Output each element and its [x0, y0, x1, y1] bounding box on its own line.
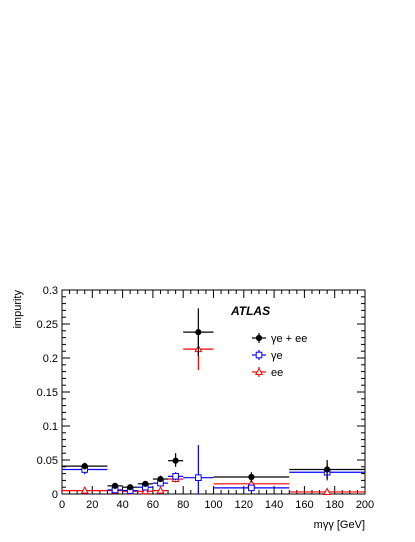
atlas-label: ATLAS	[230, 304, 270, 318]
y-tick-label: 0.3	[43, 285, 58, 297]
y-axis-title: impurity	[12, 290, 24, 329]
series-0	[62, 308, 365, 491]
data-point	[157, 475, 164, 483]
legend-marker	[255, 351, 263, 359]
x-tick-label: 20	[86, 499, 98, 511]
data-point	[195, 329, 202, 336]
data-point	[80, 486, 89, 494]
y-tick-label: 0.15	[37, 387, 58, 399]
x-tick-label: 100	[204, 499, 222, 511]
data-point	[111, 482, 119, 489]
legend-label: γe	[271, 350, 283, 362]
data-point	[127, 484, 134, 491]
series-layer	[62, 308, 365, 495]
data-point	[195, 474, 202, 481]
x-tick-label: 180	[326, 499, 344, 511]
x-tick-label: 0	[59, 499, 65, 511]
legend-marker	[254, 367, 264, 375]
legend: γe + ee γe ee	[252, 333, 307, 379]
data-point	[172, 457, 179, 464]
data-point	[142, 480, 149, 487]
x-tick-label: 160	[295, 499, 313, 511]
y-tick-label: 0.25	[37, 319, 58, 331]
data-point	[81, 463, 88, 470]
y-tick-label: 0.05	[37, 455, 58, 467]
legend-label: γe + ee	[271, 333, 307, 345]
x-tick-label: 80	[177, 499, 189, 511]
data-point	[248, 484, 255, 492]
data-point	[248, 473, 255, 481]
data-point	[323, 487, 332, 495]
x-tick-label: 140	[265, 499, 283, 511]
legend-label: ee	[271, 367, 283, 379]
x-tick-label: 60	[147, 499, 159, 511]
x-tick-label: 200	[356, 499, 374, 511]
y-tick-label: 0.1	[43, 421, 58, 433]
x-tick-label: 40	[116, 499, 128, 511]
data-point	[172, 473, 179, 480]
data-point	[324, 466, 331, 473]
x-axis-title: mγγ [GeV]	[314, 519, 365, 531]
data-point	[141, 486, 150, 495]
y-tick-label: 0.2	[43, 353, 58, 365]
data-point	[156, 486, 165, 494]
y-tick-label: 0	[52, 489, 58, 501]
legend-marker	[255, 334, 263, 342]
x-tick-label: 120	[235, 499, 253, 511]
axes-layer: 0 20 40 60 80 100 120 140 160 180 200 0 0.05 0.1 0.15 0…	[37, 285, 375, 511]
